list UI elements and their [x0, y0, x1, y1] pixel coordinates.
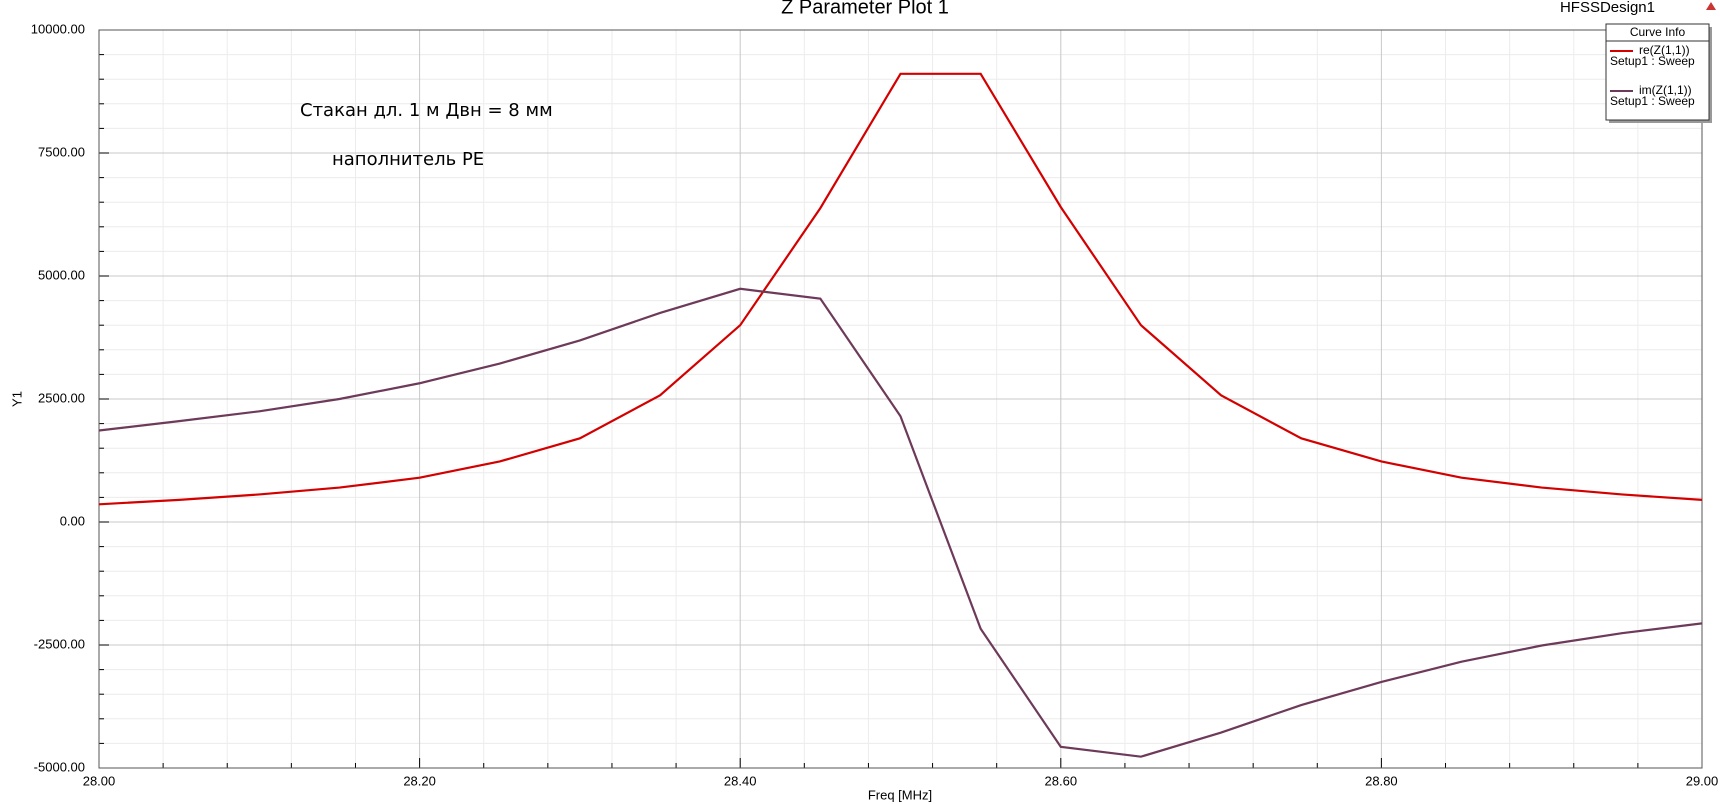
series-line	[98, 72, 1703, 506]
y-tick-label: 10000.00	[31, 21, 85, 36]
x-tick-label: 28.60	[1045, 773, 1078, 788]
x-tick-label: 28.40	[724, 773, 757, 788]
legend-box	[1605, 23, 1710, 121]
legend-label: im(Z(1,1))	[1639, 83, 1692, 97]
design-label: HFSSDesign1	[1560, 0, 1655, 16]
y-tick-label: -2500.00	[34, 636, 85, 651]
design-icon	[1706, 2, 1716, 10]
annotation: наполнитель PE	[332, 149, 484, 170]
chart-title: Z Parameter Plot 1	[781, 0, 949, 18]
x-tick-label: 28.80	[1365, 773, 1398, 788]
x-tick-label: 28.20	[403, 773, 436, 788]
y-tick-label: 0.00	[60, 513, 85, 528]
plot-frame	[98, 29, 1703, 769]
x-axis-label: Freq [MHz]	[868, 787, 932, 802]
y-tick-label: 2500.00	[38, 390, 85, 405]
x-tick-label: 28.00	[83, 773, 116, 788]
series-line	[98, 287, 1703, 758]
y-axis-label: Y1	[9, 391, 24, 407]
legend-setup: Setup1 : Sweep	[1610, 54, 1695, 68]
x-tick-label: 29.00	[1686, 773, 1719, 788]
legend-title: Curve Info	[1630, 25, 1686, 39]
legend-label: re(Z(1,1))	[1639, 43, 1690, 57]
annotation: Стакан дл. 1 м Двн = 8 мм	[300, 100, 553, 121]
legend-setup: Setup1 : Sweep	[1610, 94, 1695, 108]
y-tick-label: -5000.00	[34, 759, 85, 774]
y-tick-label: 5000.00	[38, 267, 85, 282]
y-tick-label: 7500.00	[38, 144, 85, 159]
